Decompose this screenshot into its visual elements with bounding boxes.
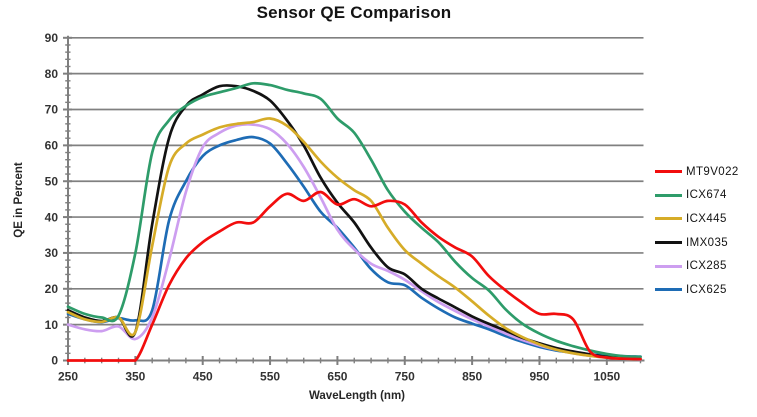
series-line-ICX445 (66, 117, 642, 361)
y-tick-label-0: 0 (51, 354, 58, 368)
legend-label: ICX445 (686, 212, 727, 225)
legend-swatch-icon (655, 170, 682, 174)
legend-label: MT9V022 (686, 165, 739, 178)
legend-item-IMX035: IMX035 (655, 231, 739, 255)
chart-title: Sensor QE Comparison (256, 3, 452, 22)
y-tick-label-30: 30 (45, 246, 59, 260)
y-tick-label-20: 20 (45, 282, 59, 296)
legend: MT9V022 ICX674 ICX445 IMX035 ICX285 ICX625 (655, 160, 739, 302)
x-tick-label-350: 350 (125, 370, 145, 384)
y-tick-label-50: 50 (45, 174, 59, 188)
y-tick-label-70: 70 (45, 103, 59, 117)
x-tick-label-250: 250 (58, 370, 78, 384)
legend-swatch-icon (655, 264, 682, 268)
legend-swatch-icon (655, 288, 682, 292)
legend-item-ICX625: ICX625 (655, 278, 739, 302)
legend-item-ICX285: ICX285 (655, 254, 739, 278)
series-line-MT9V022 (66, 190, 642, 362)
y-tick-label-10: 10 (45, 318, 59, 332)
y-tick-label-40: 40 (45, 210, 59, 224)
y-axis-title: QE in Percent (13, 162, 25, 238)
x-tick-label-650: 650 (327, 370, 347, 384)
series-line-ICX674 (66, 81, 642, 359)
x-tick-label-550: 550 (260, 370, 280, 384)
x-tick-label-950: 950 (529, 370, 549, 384)
x-tick-label-450: 450 (193, 370, 213, 384)
legend-item-MT9V022: MT9V022 (655, 160, 739, 184)
legend-item-ICX445: ICX445 (655, 207, 739, 231)
x-tick-label-1050: 1050 (593, 370, 620, 384)
legend-label: ICX674 (686, 189, 727, 202)
legend-label: ICX625 (686, 283, 727, 296)
x-tick-label-850: 850 (462, 370, 482, 384)
legend-swatch-icon (655, 241, 682, 245)
legend-swatch-icon (655, 193, 682, 197)
x-tick-label-750: 750 (395, 370, 415, 384)
legend-label: IMX035 (686, 236, 729, 249)
legend-label: ICX285 (686, 260, 727, 273)
y-tick-label-90: 90 (45, 31, 59, 45)
x-axis-title: WaveLength (nm) (308, 390, 406, 402)
legend-swatch-icon (655, 217, 682, 221)
legend-item-ICX674: ICX674 (655, 184, 739, 208)
y-tick-label-60: 60 (45, 139, 59, 153)
y-tick-label-80: 80 (45, 67, 59, 81)
